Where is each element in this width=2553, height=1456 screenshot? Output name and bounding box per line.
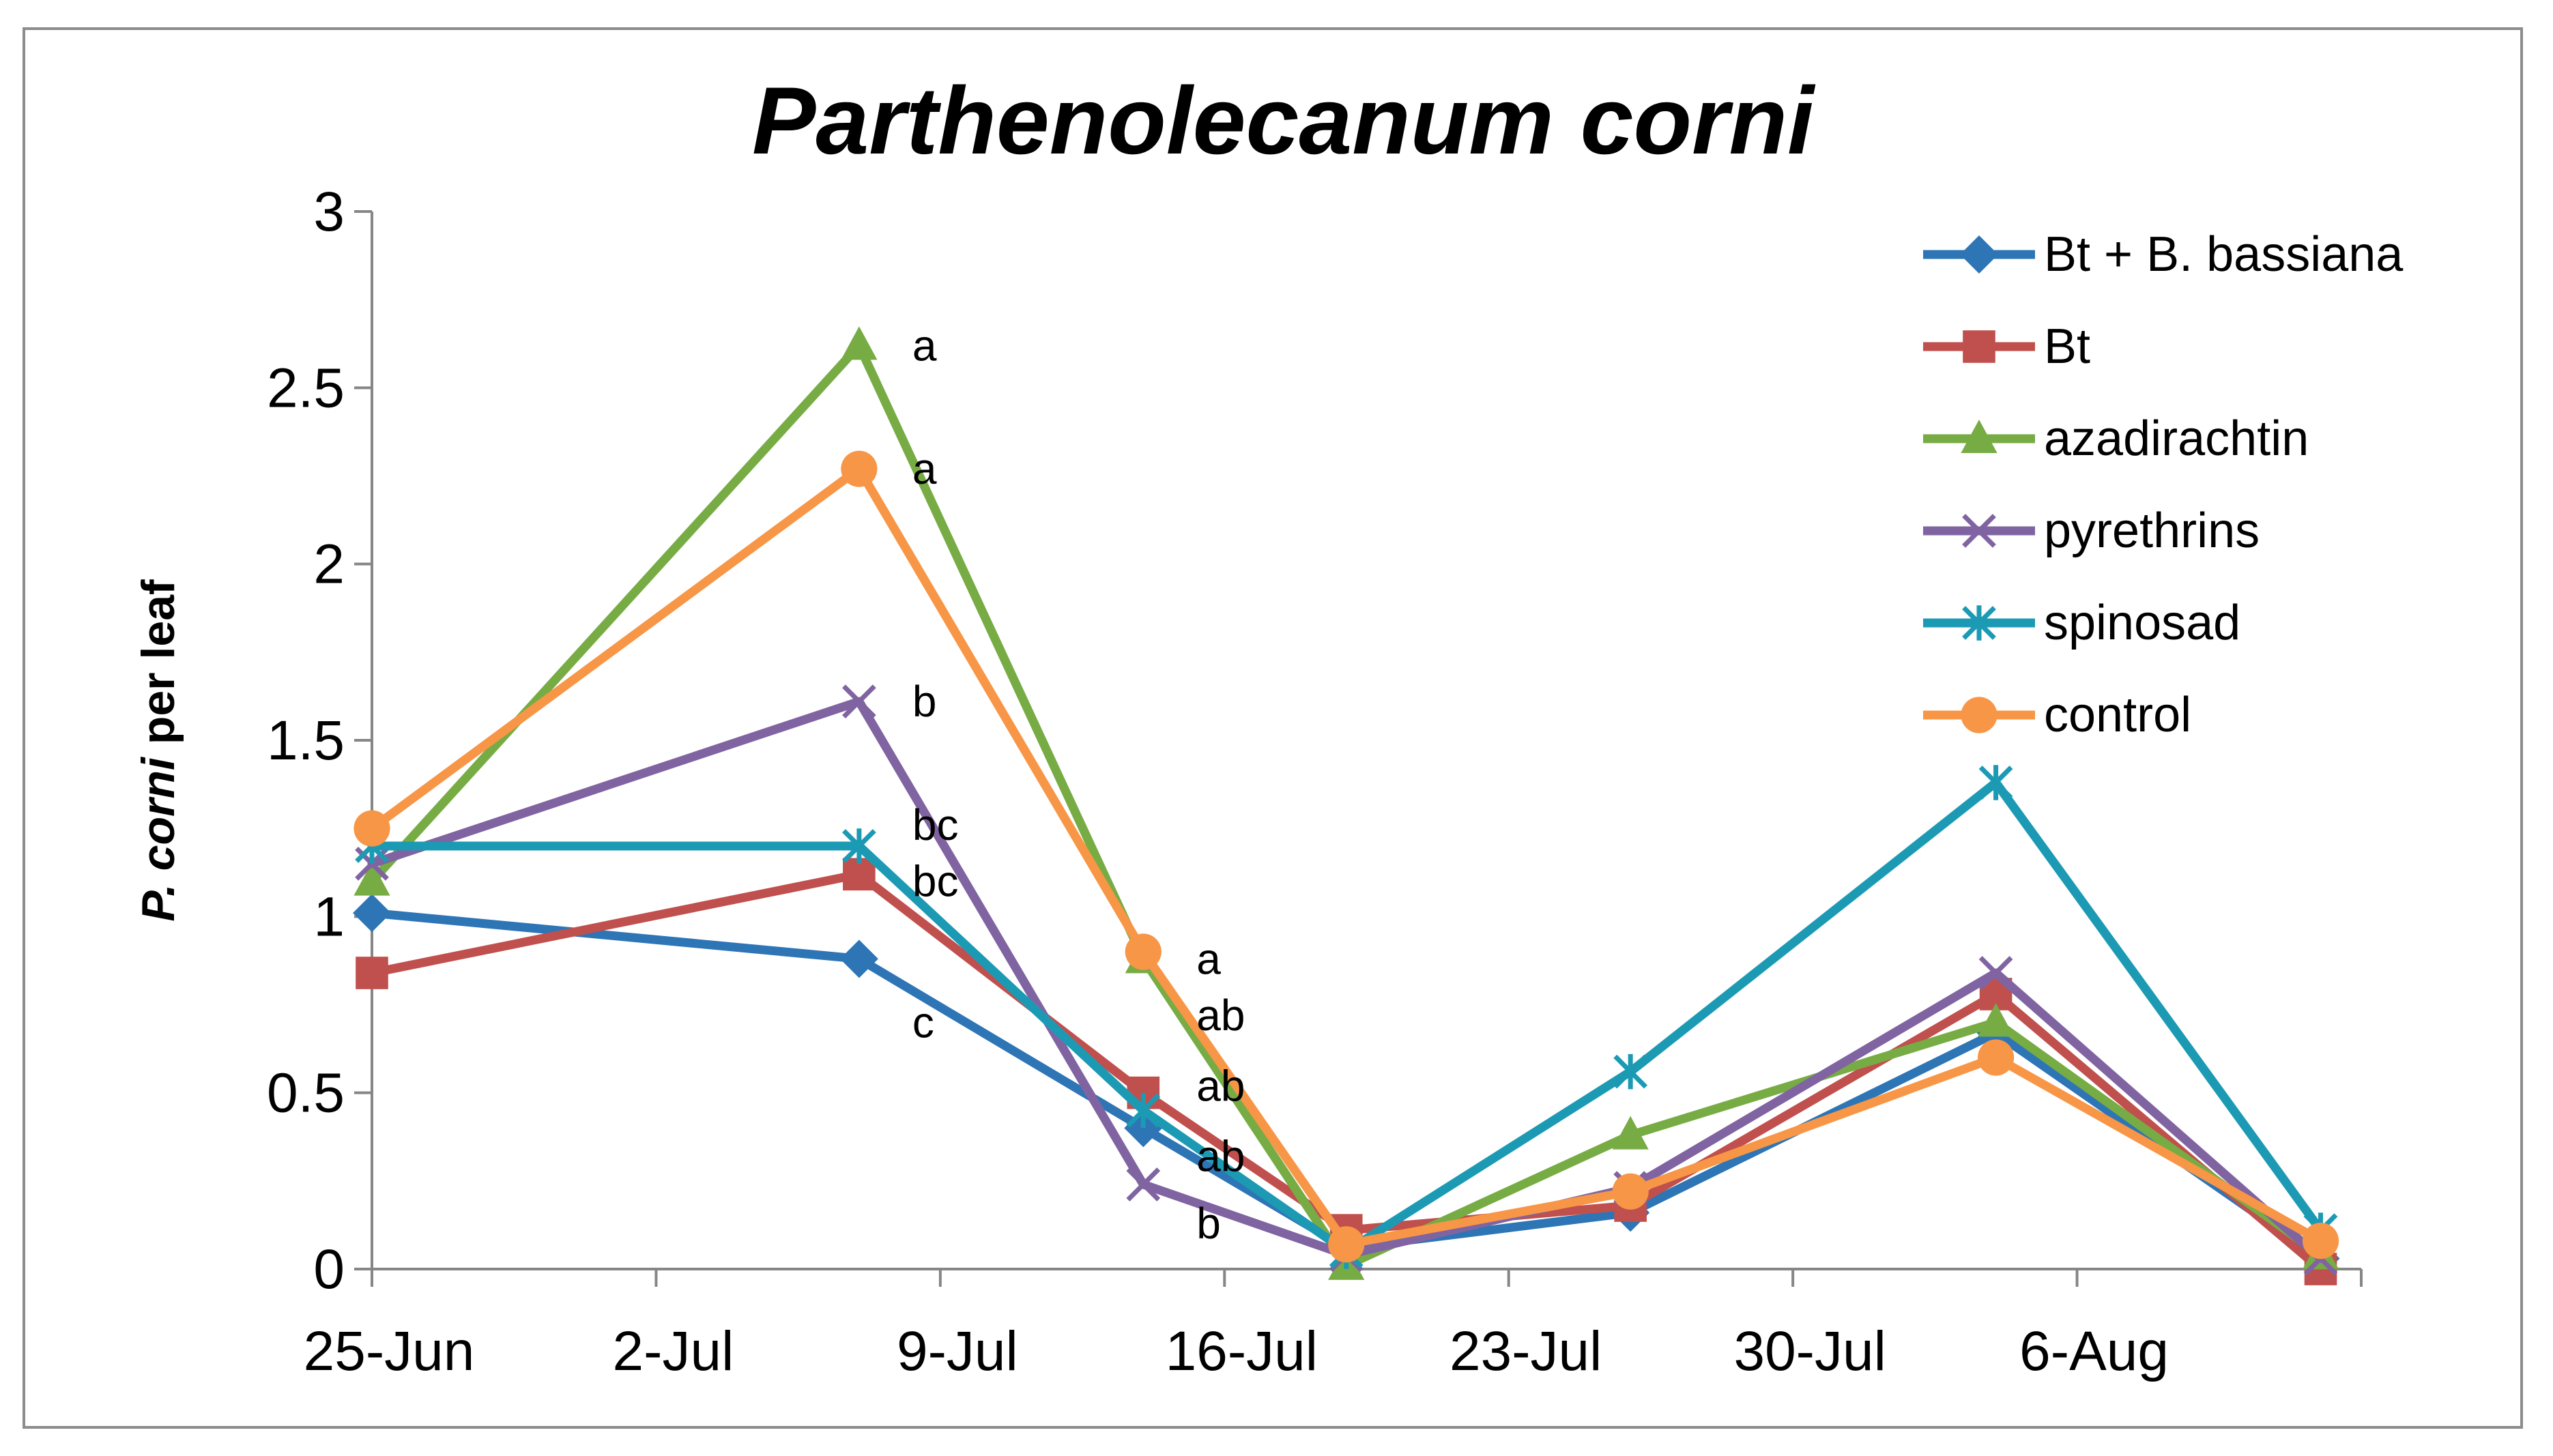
data-point (1126, 1092, 1161, 1129)
data-point (354, 810, 390, 847)
chart-title: Parthenolecanum corni (752, 67, 1816, 174)
significance-letter: c (912, 998, 934, 1047)
data-point (1978, 956, 2013, 990)
significance-letter: b (912, 677, 937, 726)
data-point (1126, 1167, 1161, 1202)
x-tick-label: 2-Jul (613, 1320, 734, 1382)
data-point (1978, 765, 2013, 800)
data-point (841, 326, 878, 360)
data-point (1612, 1116, 1649, 1150)
legend-label: Bt (2044, 319, 2090, 374)
y-tick-label: 1.5 (267, 710, 345, 772)
significance-letter: b (1196, 1199, 1221, 1248)
data-point (1977, 1003, 2015, 1037)
legend-label: spinosad (2044, 596, 2240, 650)
legend-item: Bt + B. bassiana (1923, 227, 2404, 282)
significance-letter: bc (912, 857, 959, 906)
series (354, 450, 2339, 1263)
y-tick-label: 0.5 (267, 1062, 345, 1124)
data-point (354, 862, 390, 896)
y-tick-label: 3 (313, 181, 345, 243)
data-point (356, 957, 388, 989)
x-tick-label: 23-Jul (1449, 1320, 1602, 1382)
legend-marker (1961, 697, 1997, 733)
legend-item: control (1923, 688, 2191, 742)
data-point (1977, 1039, 2015, 1076)
y-tick-label: 0 (313, 1238, 345, 1300)
legend-label: control (2044, 688, 2191, 742)
data-point (839, 940, 878, 978)
data-point (353, 894, 391, 933)
legend-marker (1961, 420, 1997, 453)
data-point (2302, 1223, 2339, 1260)
legend-item: spinosad (1923, 596, 2240, 650)
plot-area (353, 326, 2340, 1285)
significance-letter: a (1196, 934, 1221, 983)
data-point (1613, 1053, 1648, 1090)
data-point (1328, 1226, 1365, 1263)
legend-marker (1963, 330, 1995, 363)
x-tick-label: 9-Jul (897, 1320, 1018, 1382)
legend-marker (1960, 235, 1998, 274)
y-tick-label: 2.5 (267, 357, 345, 419)
x-tick-label: 30-Jul (1733, 1320, 1886, 1382)
axes: 0 0.5 1 1.5 2 2.5 3 25-Jun 2-Jul 9-Jul 16-Jul 23-Ju… (267, 181, 2363, 1382)
legend-marker (1962, 514, 1996, 548)
y-axis-label-rest: per leaf (132, 579, 184, 757)
legend-label: azadirachtin (2044, 411, 2309, 466)
x-tick-label: 16-Jul (1166, 1320, 1318, 1382)
significance-letter: ab (1196, 1132, 1245, 1181)
y-tick-label: 2 (313, 534, 345, 596)
legend-marker (1962, 605, 1996, 641)
significance-letter: ab (1196, 1061, 1245, 1110)
legend-item: pyrethrins (1923, 504, 2260, 558)
x-tick-label: 25-Jun (304, 1320, 475, 1382)
legend-item: azadirachtin (1923, 411, 2309, 466)
chart-frame (23, 27, 2523, 1429)
y-axis-label-italic: P. corni (132, 756, 184, 922)
significance-letter: a (912, 321, 937, 370)
data-point (1125, 933, 1162, 970)
data-point (842, 684, 876, 719)
legend-item: Bt (1923, 319, 2090, 374)
significance-letter: ab (1196, 991, 1245, 1040)
data-point (1612, 1173, 1649, 1210)
data-point (842, 828, 876, 864)
significance-letter: bc (912, 800, 959, 849)
y-axis-label: P. corni per leaf (132, 579, 184, 922)
legend: Bt + B. bassiana Bt azadirachtin pyrethrins… (1923, 227, 2404, 742)
data-point (841, 450, 878, 487)
y-tick-label: 1 (313, 886, 345, 948)
legend-label: pyrethrins (2044, 504, 2260, 558)
significance-letter: a (912, 444, 937, 493)
x-tick-label: 6-Aug (2019, 1320, 2169, 1382)
legend-label: Bt + B. bassiana (2044, 227, 2404, 282)
